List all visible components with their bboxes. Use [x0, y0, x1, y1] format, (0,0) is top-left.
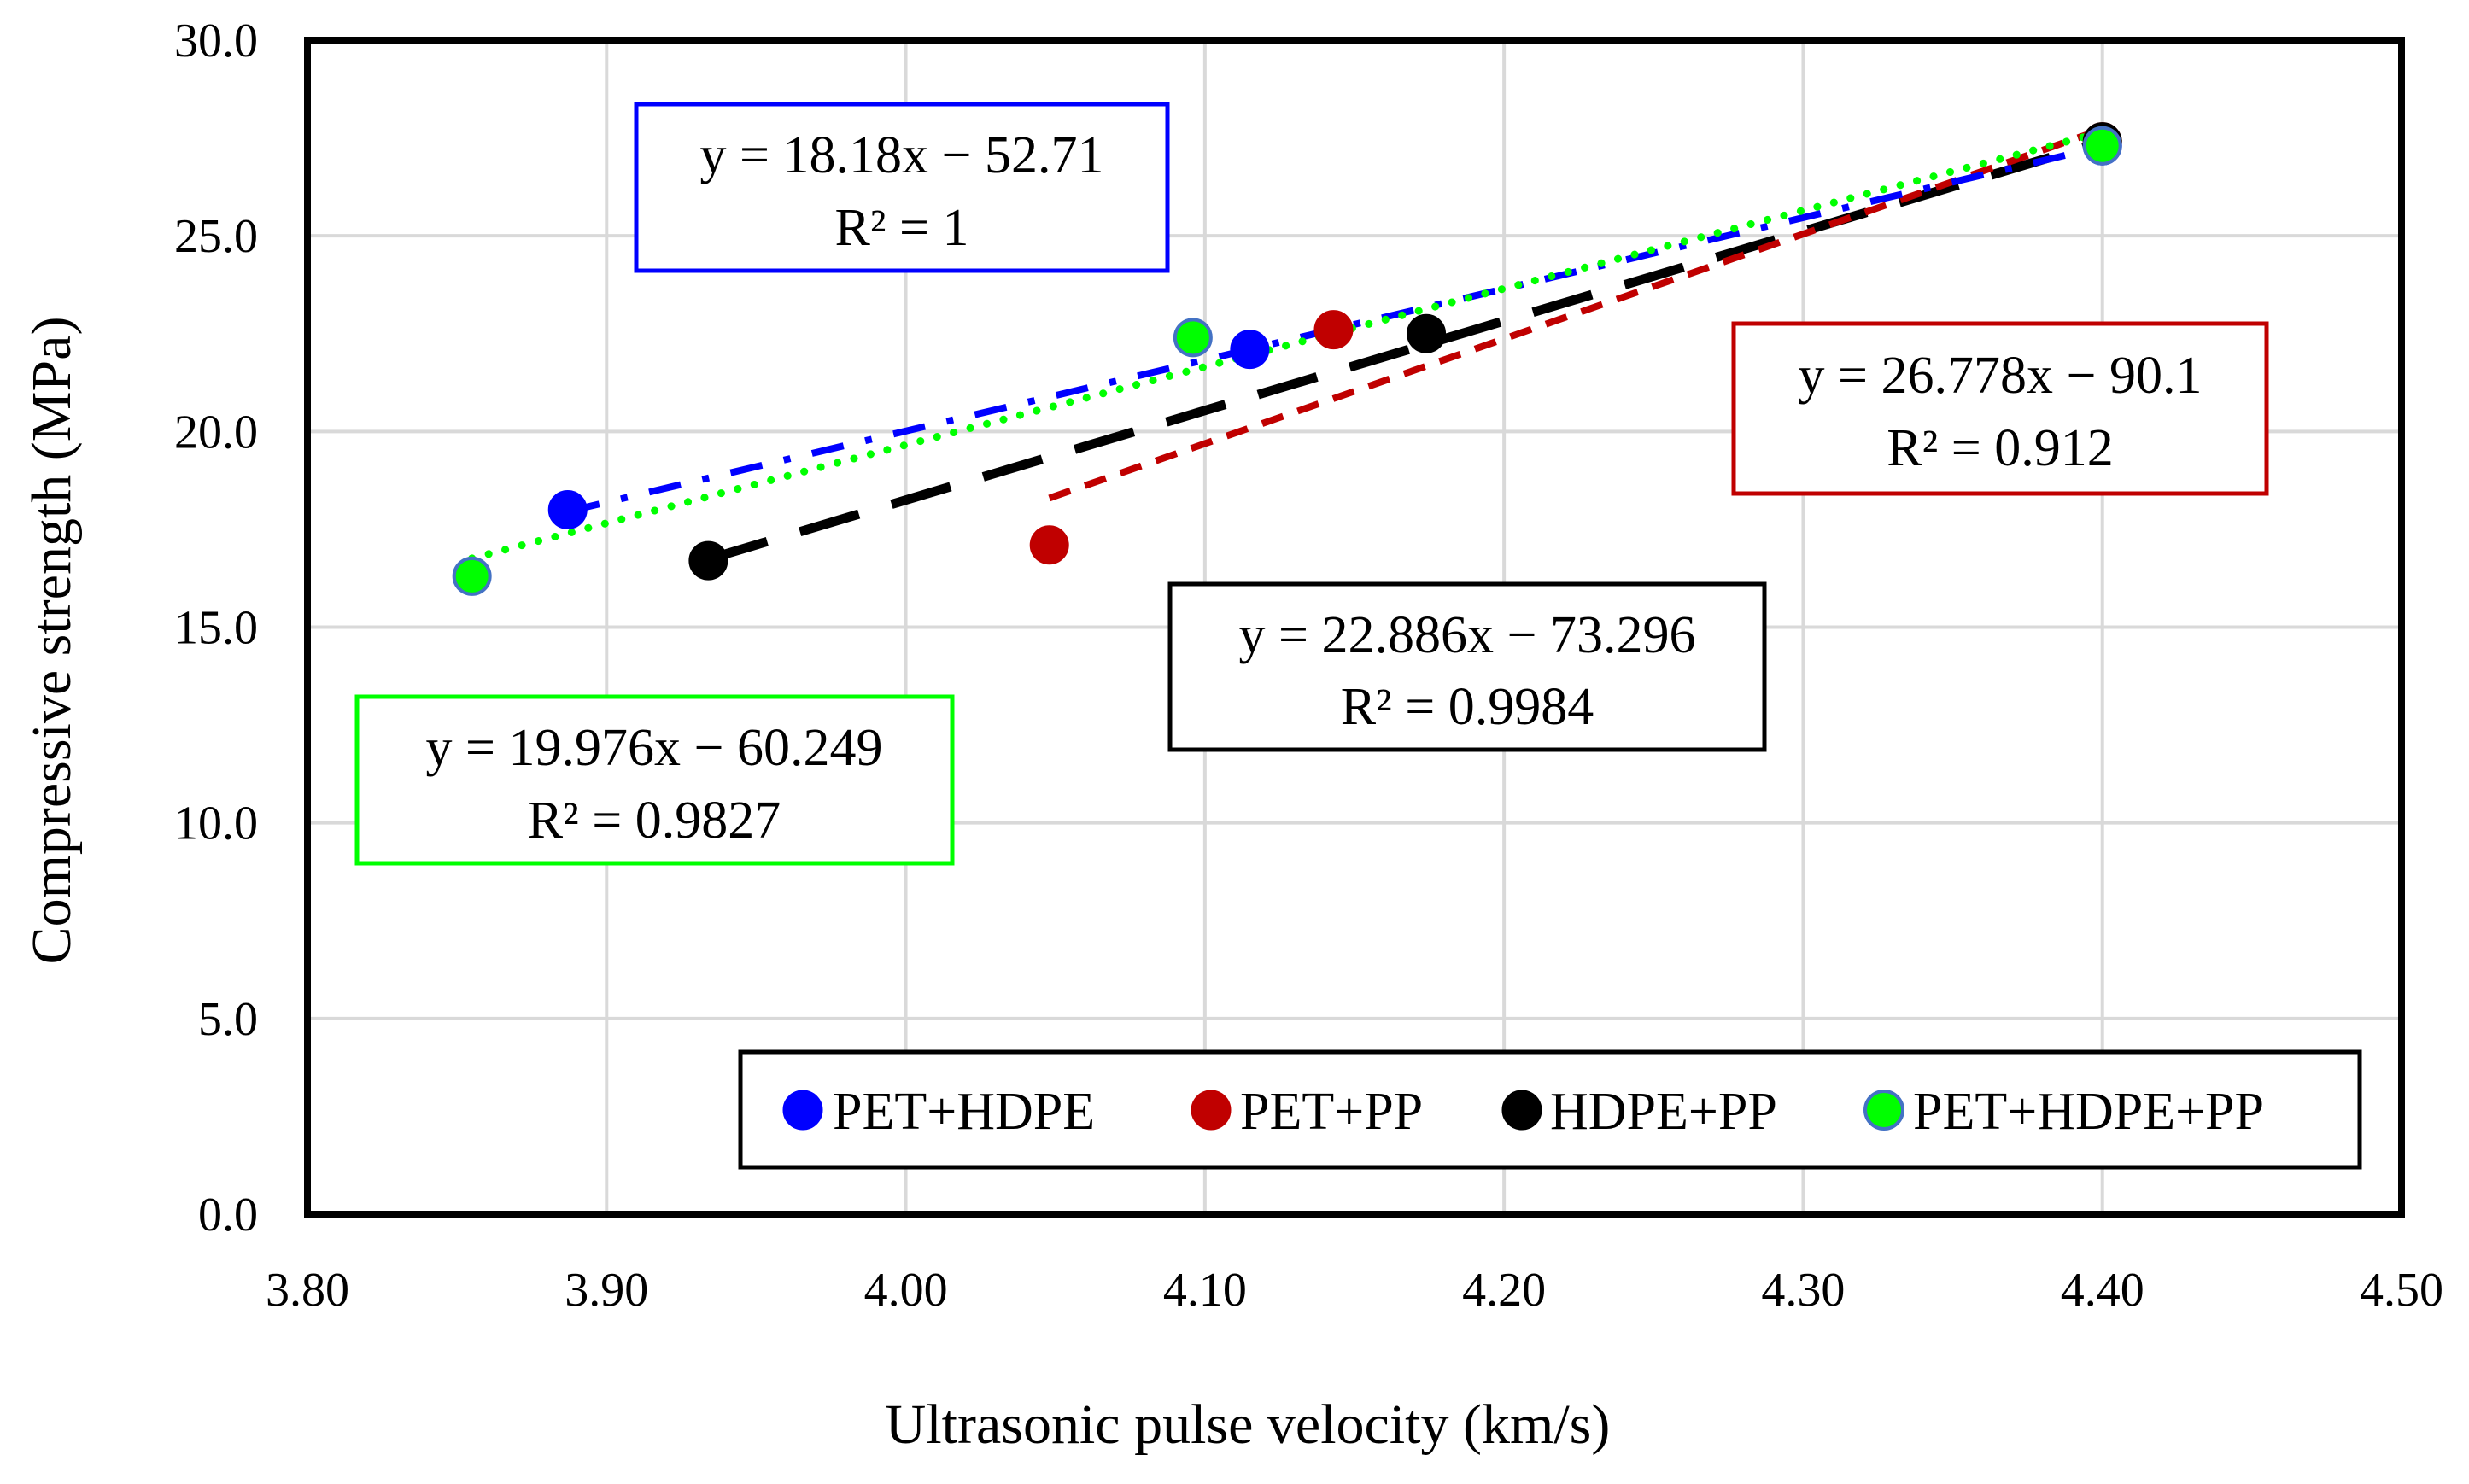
y-tick-label-0: 0.0: [198, 1189, 258, 1242]
x-axis-title: Ultrasonic pulse velocity (km/s): [886, 1393, 1611, 1456]
x-tick-label-3: 4.10: [1163, 1264, 1247, 1317]
y-tick-label-2: 10.0: [174, 798, 258, 850]
legend-label-hdpe-pp: HDPE+PP: [1550, 1083, 1777, 1141]
legend-frame: [738, 1049, 2362, 1170]
x-axis-ticks: 3.80 3.90 4.00 4.10 4.20 4.30 4.40 4.50: [266, 1264, 2443, 1317]
point-pet-hdpe-0: [547, 490, 588, 529]
legend-item-pet-pp: PET+PP: [1191, 1083, 1423, 1141]
r2-pet-pp: R² = 0.912: [1887, 419, 2113, 477]
point-pet-pp-0: [1029, 525, 1069, 565]
legend-marker-pet-pp: [1191, 1090, 1232, 1131]
point-hdpe-pp-0: [688, 540, 728, 581]
equation-pet-pp: y = 26.778x − 90.1: [1799, 347, 2203, 405]
x-tick-label-5: 4.30: [1761, 1264, 1845, 1317]
legend-marker-pet-hdpe: [782, 1090, 823, 1131]
x-tick-label-2: 4.00: [864, 1264, 948, 1317]
equation-hdpe-pp: y = 22.886x − 73.296: [1239, 606, 1696, 664]
y-tick-label-3: 15.0: [174, 602, 258, 655]
equation-box-hdpe-pp: y = 22.886x − 73.296 R² = 0.9984: [1167, 581, 1767, 752]
y-tick-label-5: 25.0: [174, 210, 258, 263]
trendline-pet-hdpe: [566, 143, 2103, 515]
legend-item-hdpe-pp: HDPE+PP: [1501, 1083, 1777, 1141]
y-tick-label-4: 20.0: [174, 406, 258, 459]
equation-box-pet-pp: y = 26.778x − 90.1 R² = 0.912: [1731, 321, 2269, 496]
y-axis-title: Compressive strength (MPa): [20, 317, 83, 965]
trendlines: [468, 126, 2107, 564]
legend-item-pet-hdpe: PET+HDPE: [782, 1083, 1095, 1141]
legend-label-pet-hdpe-pp: PET+HDPE+PP: [1913, 1083, 2264, 1141]
r2-pet-hdpe-pp: R² = 0.9827: [528, 792, 781, 850]
x-tick-label-7: 4.50: [2360, 1264, 2443, 1317]
equation-box-pet-hdpe-pp: y = 19.976x − 60.249 R² = 0.9827: [354, 694, 955, 866]
point-pet-hdpe-1: [1230, 330, 1270, 370]
legend-item-pet-hdpe-pp: PET+HDPE+PP: [1863, 1083, 2264, 1141]
trendline-hdpe-pp: [706, 137, 2104, 564]
r2-pet-hdpe: R² = 1: [835, 199, 969, 257]
plot-area-frame: [304, 37, 2405, 1218]
legend-marker-hdpe-pp: [1501, 1090, 1542, 1131]
x-tick-label-1: 3.90: [565, 1264, 648, 1317]
y-tick-label-6: 30.0: [174, 15, 258, 67]
point-pet-hdpe-pp-0: [452, 556, 492, 596]
legend: PET+HDPE PET+PP HDPE+PP PET+HDPE+PP: [738, 1049, 2362, 1170]
data-points: [452, 122, 2122, 596]
point-hdpe-pp-1: [1407, 313, 1447, 353]
y-axis-ticks: 0.0 5.0 10.0 15.0 20.0 25.0 30.0: [174, 15, 258, 1242]
r2-hdpe-pp: R² = 0.9984: [1341, 678, 1594, 736]
legend-marker-pet-hdpe-pp: [1863, 1090, 1904, 1131]
equation-pet-hdpe-pp: y = 19.976x − 60.249: [426, 719, 883, 777]
trendline-pet-hdpe-pp: [468, 128, 2107, 563]
legend-label-pet-pp: PET+PP: [1240, 1083, 1423, 1141]
y-tick-label-1: 5.0: [198, 993, 258, 1046]
x-tick-label-4: 4.20: [1462, 1264, 1546, 1317]
x-tick-label-6: 4.40: [2061, 1264, 2144, 1317]
point-pet-hdpe-pp-1: [1173, 318, 1213, 358]
equation-pet-hdpe: y = 18.18x − 52.71: [700, 126, 1104, 184]
equation-box-pet-hdpe: y = 18.18x − 52.71 R² = 1: [634, 102, 1170, 273]
legend-label-pet-hdpe: PET+HDPE: [833, 1083, 1095, 1141]
x-tick-label-0: 3.80: [266, 1264, 349, 1317]
point-pet-hdpe-pp-2: [2082, 126, 2122, 166]
point-pet-pp-1: [1313, 310, 1354, 350]
